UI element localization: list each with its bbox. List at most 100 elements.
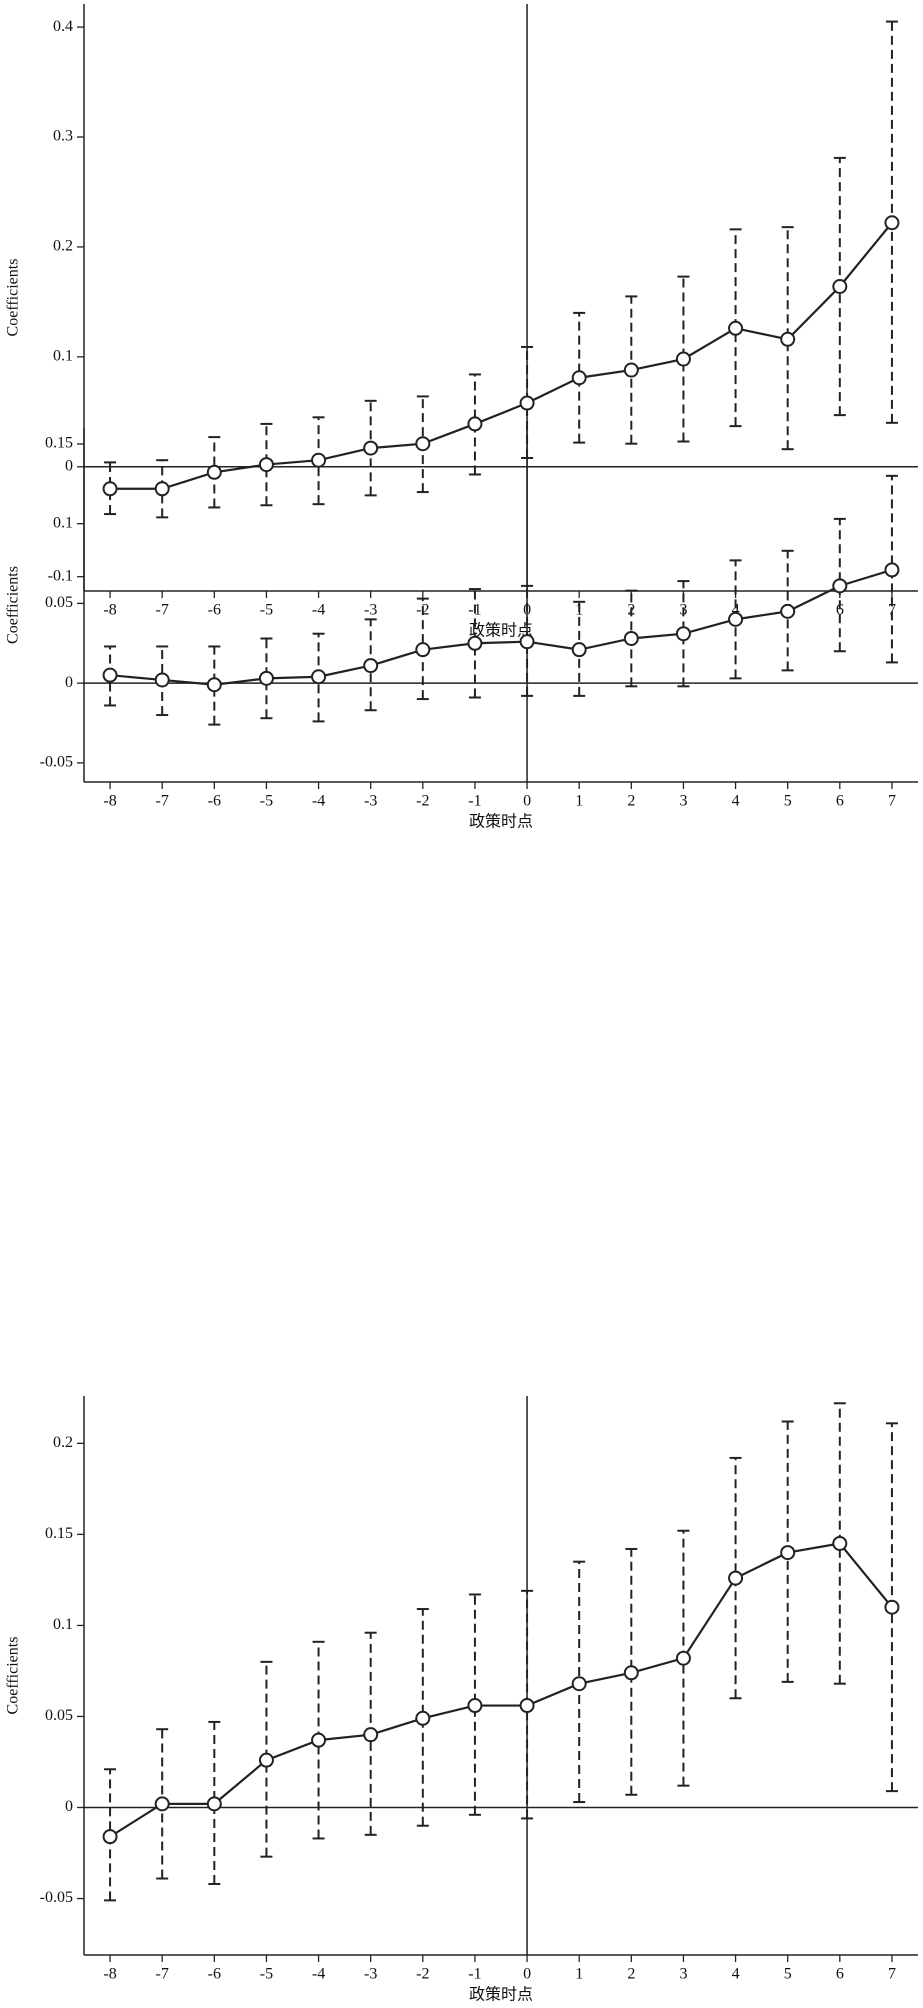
x-tick-label: -4 [312, 602, 325, 619]
point [154, 672, 170, 688]
error-bar [833, 517, 846, 653]
error-bar [260, 422, 273, 507]
x-tick-label: 7 [888, 793, 896, 810]
y-tick-label: 0.3 [53, 128, 73, 145]
error-bar [208, 1720, 221, 1885]
x-tick-label: -8 [103, 602, 116, 619]
y-axis-label: Coefficients [5, 259, 22, 337]
point [206, 677, 222, 693]
y-tick-label: 0.1 [53, 348, 73, 365]
x-tick-label: 1 [575, 1966, 583, 1983]
point [258, 457, 274, 473]
x-axis-label: 政策时点 [469, 1986, 533, 2004]
y-tick-label: -0.05 [40, 1889, 73, 1906]
point [571, 1676, 587, 1692]
point [884, 1599, 900, 1615]
y-tick-label: 0.15 [45, 1525, 73, 1542]
x-tick-label: -6 [208, 793, 221, 810]
point [206, 1796, 222, 1812]
chart-panel: -0.05 0 0.05 0.1 0.15 -8 -7 -6 -5 -4 -3 -2 -1 0 1 2 3 4 5 6… [5, 428, 918, 831]
point [571, 370, 587, 386]
point [467, 416, 483, 432]
point [154, 481, 170, 497]
x-tick-label: -8 [103, 793, 116, 810]
error-bar [260, 637, 273, 720]
x-tick-label: -3 [364, 793, 377, 810]
point [519, 634, 535, 650]
y-tick-label: 0.1 [53, 1616, 73, 1633]
x-tick-label: 5 [784, 1966, 792, 1983]
point [102, 667, 118, 683]
point [832, 1535, 848, 1551]
y-tick-label: 0.2 [53, 238, 73, 255]
point [780, 1545, 796, 1561]
x-tick-label: -5 [260, 793, 273, 810]
error-bar [260, 1660, 273, 1858]
y-tick-label: 0.1 [53, 514, 73, 531]
x-tick-label: 0 [523, 1966, 531, 1983]
point [415, 642, 431, 658]
x-tick-label: 2 [627, 793, 635, 810]
x-tick-label: 5 [784, 793, 792, 810]
point [780, 331, 796, 347]
error-bar [208, 645, 221, 726]
y-axis-label: Coefficients [5, 566, 22, 644]
x-tick-label: -1 [468, 793, 481, 810]
point [258, 1752, 274, 1768]
point [571, 642, 587, 658]
x-tick-label: -5 [260, 602, 273, 619]
x-tick-label: -4 [312, 1966, 325, 1983]
error-bar [104, 1768, 117, 1902]
y-tick-label: -0.05 [40, 754, 73, 771]
point [675, 626, 691, 642]
y-tick-label: 0.05 [45, 1707, 73, 1724]
x-tick-label: 4 [732, 602, 740, 619]
point [258, 670, 274, 686]
point [311, 1732, 327, 1748]
error-bar [625, 1547, 638, 1796]
point [884, 215, 900, 231]
x-tick-label: -6 [208, 602, 221, 619]
point [467, 635, 483, 651]
error-bar [416, 1608, 429, 1827]
x-tick-label: -3 [364, 602, 377, 619]
y-tick-label: 0.05 [45, 594, 73, 611]
x-tick-label: -3 [364, 1966, 377, 1983]
point [363, 1727, 379, 1743]
x-tick-label: -7 [156, 602, 169, 619]
series-line [109, 1542, 893, 1838]
point [728, 1570, 744, 1586]
x-tick-label: -2 [416, 793, 429, 810]
x-tick-label: -8 [103, 1966, 116, 1983]
x-tick-label: 4 [732, 1966, 740, 1983]
point [623, 630, 639, 646]
error-bar [781, 226, 794, 451]
x-tick-label: 7 [888, 602, 896, 619]
point [780, 603, 796, 619]
x-tick-label: -1 [468, 1966, 481, 1983]
x-axis-label: 政策时点 [469, 813, 533, 831]
point [519, 1698, 535, 1714]
x-tick-label: 3 [679, 1966, 687, 1983]
point [884, 562, 900, 578]
point [363, 658, 379, 674]
chart-panel: -0.100.10.20.30.4-8-7-6-5-4-3-2-10123456… [5, 4, 918, 640]
x-tick-label: -7 [156, 1966, 169, 1983]
point [415, 1710, 431, 1726]
y-tick-label: 0.4 [53, 18, 73, 35]
x-tick-label: -7 [156, 793, 169, 810]
y-tick-label: 0 [65, 674, 73, 691]
x-tick-label: -6 [208, 1966, 221, 1983]
point [623, 362, 639, 378]
series-line [109, 568, 893, 686]
y-tick-label: 0.2 [53, 1434, 73, 1451]
x-tick-label: 7 [888, 1966, 896, 1983]
x-tick-label: -4 [312, 793, 325, 810]
error-bar [468, 588, 481, 699]
point [206, 464, 222, 480]
x-tick-label: 0 [523, 793, 531, 810]
point [675, 351, 691, 367]
point [728, 320, 744, 336]
y-tick-label: 0.15 [45, 435, 73, 452]
